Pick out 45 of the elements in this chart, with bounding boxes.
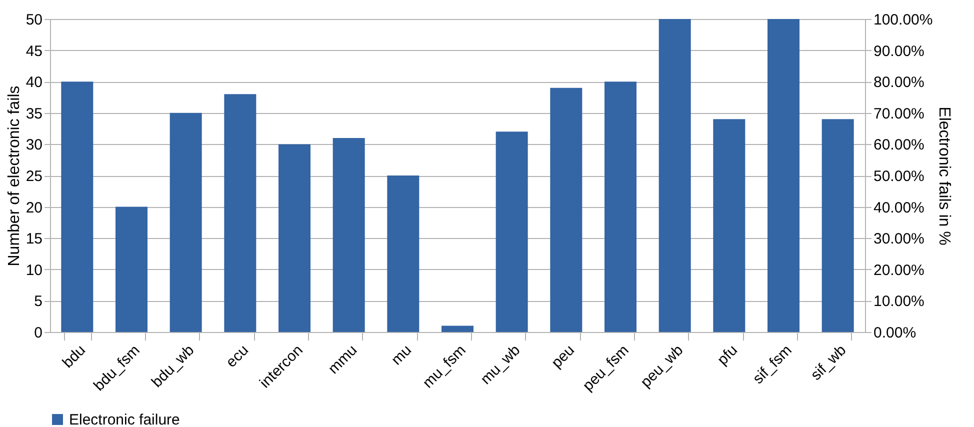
y-tick-label: 20: [26, 199, 42, 216]
bar: [442, 326, 474, 332]
y-tick-label: 50: [26, 12, 42, 28]
bar: [278, 144, 310, 332]
y2-tick-label: 80.00%: [874, 74, 924, 92]
y-tick-label: 45: [26, 42, 42, 60]
y2-tick-label: 30.00%: [874, 230, 924, 248]
bar: [713, 119, 746, 332]
y2-tick-label: 40.00%: [874, 199, 924, 216]
y-tick-label: 30: [26, 136, 42, 154]
y-tick-label: 10: [26, 262, 42, 279]
x-tick-label: peu: [548, 342, 578, 372]
legend-label: Electronic failure: [69, 412, 180, 427]
y2-tick-label: 90.00%: [874, 42, 924, 60]
y-tick-label: 0: [34, 324, 42, 342]
bar: [332, 138, 365, 332]
y2-tick-label: 100.00%: [874, 12, 933, 28]
y2-tick-label: 60.00%: [874, 136, 924, 154]
bar: [170, 112, 202, 332]
y-tick-label: 5: [34, 293, 42, 310]
bar: [658, 19, 691, 332]
y-axis-title: Number of electronic fails: [6, 86, 23, 266]
bar: [768, 19, 800, 332]
x-tick-label: bdu: [59, 342, 89, 372]
bar: [496, 132, 528, 332]
y2-tick-label: 0.00%: [874, 324, 916, 342]
bar: [387, 176, 420, 332]
y-tick-label: 35: [26, 105, 42, 122]
bar: [604, 82, 636, 332]
bar: [822, 119, 854, 332]
y2-tick-label: 10.00%: [874, 293, 924, 310]
y-tick-label: 40: [26, 74, 42, 92]
bar: [550, 88, 582, 332]
y2-tick-label: 70.00%: [874, 105, 924, 122]
y2-tick-label: 20.00%: [874, 262, 924, 279]
y-tick-label: 25: [26, 168, 42, 185]
y2-tick-label: 50.00%: [874, 168, 924, 185]
y-tick-label: 15: [26, 230, 42, 248]
x-tick-label: pfu: [714, 342, 741, 369]
x-tick-label: ecu: [222, 342, 252, 371]
bar: [116, 206, 148, 332]
y2-axis-title: Electronic fails in %: [936, 106, 953, 246]
x-tick-label: mu: [388, 342, 415, 369]
bar: [61, 82, 94, 332]
bar: [224, 94, 256, 332]
